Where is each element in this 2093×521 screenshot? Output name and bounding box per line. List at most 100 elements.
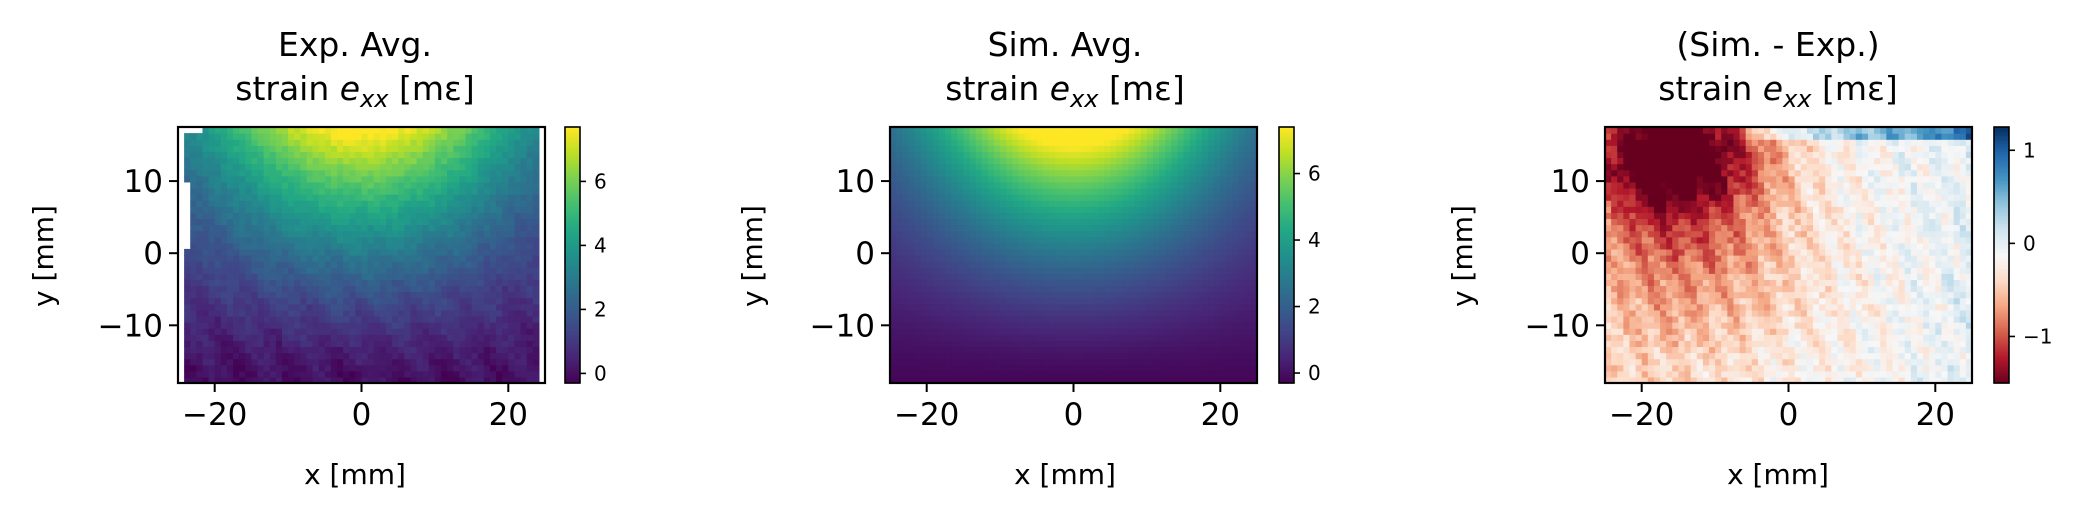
heatmap-cell	[1122, 334, 1130, 341]
heatmap-cell	[1085, 376, 1093, 384]
heatmap-cell	[220, 340, 228, 348]
heatmap-cell	[908, 346, 916, 354]
heatmap-cell	[324, 157, 332, 165]
heatmap-cell	[908, 169, 916, 177]
heatmap-cell	[1244, 163, 1252, 171]
heatmap-cell	[477, 358, 485, 366]
heatmap-cell	[1128, 291, 1136, 299]
heatmap-cell	[306, 133, 314, 140]
heatmap-cell	[489, 145, 497, 152]
heatmap-cell	[1208, 352, 1215, 360]
heatmap-cell	[1214, 291, 1221, 299]
heatmap-cell	[404, 309, 412, 317]
heatmap-cell	[932, 255, 940, 262]
heatmap-cell	[1067, 352, 1075, 360]
heatmap-cell	[1091, 358, 1099, 366]
heatmap-cell	[1195, 255, 1203, 262]
heatmap-cell	[1195, 242, 1203, 250]
heatmap-cell	[1226, 309, 1234, 317]
heatmap-cell	[987, 139, 995, 146]
heatmap-cell	[1159, 139, 1166, 146]
heatmap-cell	[1165, 370, 1172, 378]
heatmap-cell	[1183, 322, 1191, 329]
heatmap-cell	[993, 334, 1001, 341]
heatmap-cell	[1006, 218, 1013, 226]
heatmap-cell	[1171, 145, 1179, 152]
heatmap-cell	[1036, 328, 1044, 335]
heatmap-cell	[502, 248, 509, 256]
heatmap-cell	[1128, 157, 1136, 165]
heatmap-cell	[975, 157, 983, 165]
heatmap-cell	[1006, 346, 1013, 354]
heatmap-cell	[1055, 194, 1062, 201]
heatmap-cell	[245, 127, 252, 134]
heatmap-cell	[208, 248, 216, 256]
heatmap-cell	[1079, 358, 1087, 366]
heatmap-cell	[1085, 133, 1093, 140]
heatmap-cell	[1061, 175, 1068, 183]
heatmap-cell	[453, 291, 460, 299]
heatmap-cell	[1055, 236, 1062, 244]
heatmap-cell	[1018, 157, 1026, 165]
heatmap-cell	[441, 139, 448, 146]
heatmap-cell	[1232, 151, 1240, 159]
heatmap-cell	[1055, 364, 1062, 372]
heatmap-cell	[385, 267, 393, 274]
heatmap-cell	[1110, 163, 1117, 171]
heatmap-cell	[526, 328, 534, 335]
heatmap-cell	[1085, 297, 1093, 305]
heatmap-cell	[343, 169, 350, 177]
heatmap-cell	[306, 212, 314, 220]
heatmap-cell	[1159, 200, 1166, 207]
heatmap-cell	[1244, 273, 1252, 280]
heatmap-cell	[330, 273, 338, 280]
heatmap-cell	[1091, 194, 1099, 201]
heatmap-cell	[1116, 218, 1124, 226]
heatmap-cell	[1208, 315, 1215, 323]
heatmap-cell	[496, 255, 503, 262]
heatmap-cell	[1220, 163, 1228, 171]
heatmap-cell	[343, 370, 350, 378]
heatmap-cell	[987, 230, 995, 238]
heatmap-cell	[447, 297, 454, 305]
heatmap-cell	[1116, 370, 1124, 378]
heatmap-cell	[410, 255, 418, 262]
heatmap-cell	[1134, 175, 1142, 183]
heatmap-cell	[1134, 181, 1142, 189]
heatmap-cell	[1244, 218, 1252, 226]
heatmap-cell	[355, 315, 363, 323]
heatmap-cell	[318, 309, 326, 317]
heatmap-cell	[1104, 352, 1111, 360]
heatmap-cell	[226, 285, 234, 293]
heatmap-cell	[945, 139, 952, 146]
heatmap-cell	[483, 370, 491, 378]
heatmap-cell	[1091, 218, 1099, 226]
heatmap-cell	[214, 328, 222, 335]
heatmap-cell	[1097, 187, 1105, 195]
heatmap-cell	[1153, 285, 1160, 293]
heatmap-cell	[1006, 370, 1013, 378]
heatmap-cell	[1000, 328, 1007, 335]
heatmap-cell	[1214, 169, 1221, 177]
heatmap-cell	[220, 218, 228, 226]
heatmap-cell	[239, 376, 246, 384]
heatmap-cell	[330, 218, 338, 226]
heatmap-cell	[938, 133, 946, 140]
heatmap-cell	[1073, 315, 1081, 323]
heatmap-cell	[220, 297, 228, 305]
heatmap-cell	[404, 212, 412, 220]
heatmap-cell	[1177, 340, 1185, 348]
heatmap-cell	[1000, 218, 1007, 226]
heatmap-cell	[975, 242, 983, 250]
colorbar-segment	[565, 303, 580, 307]
heatmap-cell	[318, 340, 326, 348]
heatmap-cell	[1085, 181, 1093, 189]
heatmap-cell	[220, 206, 228, 213]
heatmap-cell	[190, 352, 197, 360]
heatmap-cell	[496, 194, 503, 201]
heatmap-cell	[453, 206, 460, 213]
heatmap-cell	[951, 169, 958, 177]
colorbar-segment	[565, 223, 580, 227]
heatmap-cell	[1110, 169, 1117, 177]
heatmap-cell	[963, 261, 971, 268]
